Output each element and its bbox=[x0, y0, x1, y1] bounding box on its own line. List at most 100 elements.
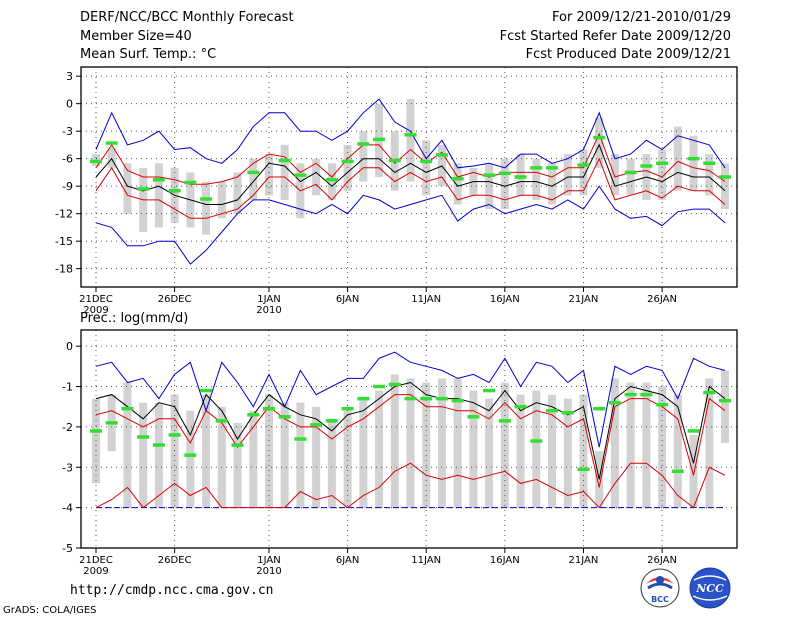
x-tick-label: 21JAN bbox=[569, 294, 599, 305]
x-tick-sublabel: 2010 bbox=[256, 566, 281, 577]
x-tick-label: 16JAN bbox=[490, 555, 520, 566]
spread-box bbox=[626, 382, 635, 508]
spread-box bbox=[673, 126, 682, 191]
spread-box bbox=[689, 434, 698, 508]
logos: BCC NCC bbox=[640, 567, 731, 609]
fcst-started-label: Fcst Started Refer Date 2009/12/20 bbox=[499, 29, 731, 44]
spread-box bbox=[516, 394, 525, 508]
x-tick-label: 11JAN bbox=[411, 555, 441, 566]
y-tick-label: -3 bbox=[62, 125, 73, 138]
y-tick-label: -3 bbox=[62, 461, 73, 474]
y-tick-label: -2 bbox=[62, 421, 73, 434]
spread-box bbox=[532, 390, 541, 508]
x-tick-label: 21JAN bbox=[569, 555, 599, 566]
grads-credit: GrADS: COLA/IGES bbox=[3, 605, 97, 616]
ncc-logo-text: NCC bbox=[695, 582, 724, 595]
y-tick-label: 0 bbox=[66, 340, 73, 353]
spread-box bbox=[170, 394, 179, 508]
spread-box bbox=[658, 386, 667, 508]
spread-box bbox=[280, 144, 289, 200]
spread-box bbox=[123, 382, 132, 508]
x-tick-label: 26JAN bbox=[647, 294, 677, 305]
bcc-logo: BCC bbox=[640, 568, 680, 608]
spread-box bbox=[249, 410, 258, 508]
plot-frame bbox=[80, 66, 738, 288]
y-tick-label: -18 bbox=[55, 263, 73, 276]
spread-box bbox=[154, 402, 163, 508]
x-tick-label: 21DEC bbox=[79, 294, 113, 305]
y-tick-label: 3 bbox=[66, 70, 73, 83]
forecast-period-label: For 2009/12/21-2010/01/29 bbox=[552, 10, 731, 25]
spread-box bbox=[123, 163, 132, 214]
spread-box bbox=[312, 406, 321, 508]
spread-box bbox=[406, 99, 415, 182]
spread-box bbox=[327, 163, 336, 200]
spread-box bbox=[642, 382, 651, 508]
variable-label: Mean Surf. Temp.: °C bbox=[80, 47, 217, 62]
series-ensemble-mean bbox=[95, 143, 726, 205]
spread-box bbox=[312, 158, 321, 196]
spread-box bbox=[249, 158, 258, 200]
ncc-logo: NCC bbox=[689, 567, 731, 609]
series-lower-percentile bbox=[95, 157, 726, 219]
spread-box bbox=[658, 149, 667, 200]
series-upper-percentile bbox=[95, 132, 726, 185]
y-tick-label: -12 bbox=[55, 208, 73, 221]
spread-box bbox=[548, 163, 557, 205]
series-ensemble-max bbox=[95, 98, 726, 169]
spread-box bbox=[202, 394, 211, 508]
member-size-label: Member Size=40 bbox=[80, 29, 192, 44]
bcc-logo-text: BCC bbox=[651, 595, 669, 604]
spread-box bbox=[233, 422, 242, 508]
spread-box bbox=[453, 378, 462, 508]
spread-box bbox=[485, 398, 494, 508]
spread-box bbox=[705, 378, 714, 508]
spread-box bbox=[186, 410, 195, 508]
spread-box bbox=[217, 406, 226, 508]
y-tick-label: -9 bbox=[62, 180, 73, 193]
x-tick-label: 16JAN bbox=[490, 294, 520, 305]
precip-panel-title: Prec.: log(mm/d) bbox=[80, 311, 189, 326]
spread-box bbox=[500, 158, 509, 210]
series-ensemble-max bbox=[95, 351, 726, 448]
spread-box bbox=[437, 378, 446, 508]
spread-box bbox=[107, 147, 116, 168]
spread-box bbox=[563, 398, 572, 508]
series-ensemble-min bbox=[95, 185, 726, 265]
x-tick-sublabel: 2009 bbox=[83, 305, 108, 316]
spread-box bbox=[721, 370, 729, 444]
spread-box bbox=[92, 398, 100, 484]
spread-box bbox=[202, 181, 211, 235]
x-tick-label: 11JAN bbox=[411, 294, 441, 305]
spread-box bbox=[375, 390, 384, 508]
spread-box bbox=[264, 154, 273, 196]
spread-box bbox=[705, 154, 714, 196]
fcst-produced-label: Fcst Produced Date 2009/12/21 bbox=[525, 47, 731, 62]
spread-box bbox=[233, 172, 242, 214]
x-tick-label: 21DEC bbox=[79, 555, 113, 566]
spread-box bbox=[721, 163, 729, 210]
y-tick-label: -5 bbox=[62, 542, 73, 555]
x-tick-label: 26DEC bbox=[158, 294, 192, 305]
spread-box bbox=[579, 394, 588, 508]
y-tick-label: -4 bbox=[62, 502, 73, 515]
spread-box bbox=[359, 131, 368, 182]
spread-box bbox=[327, 418, 336, 508]
y-tick-label: -15 bbox=[55, 235, 73, 248]
spread-box bbox=[217, 181, 226, 219]
spread-box bbox=[610, 378, 619, 508]
source-url[interactable]: http://cmdp.ncc.cma.gov.cn bbox=[70, 583, 274, 598]
series-lower-percentile bbox=[95, 462, 726, 509]
x-tick-label: 1JAN bbox=[257, 555, 280, 566]
spread-box bbox=[485, 163, 494, 210]
spread-box bbox=[532, 158, 541, 200]
spread-box bbox=[673, 394, 682, 508]
y-tick-label: -1 bbox=[62, 381, 73, 394]
plot-frame bbox=[80, 329, 738, 549]
spread-box bbox=[610, 154, 619, 196]
x-tick-label: 26DEC bbox=[158, 555, 192, 566]
y-tick-label: -6 bbox=[62, 153, 73, 166]
x-tick-label: 1JAN bbox=[257, 294, 280, 305]
